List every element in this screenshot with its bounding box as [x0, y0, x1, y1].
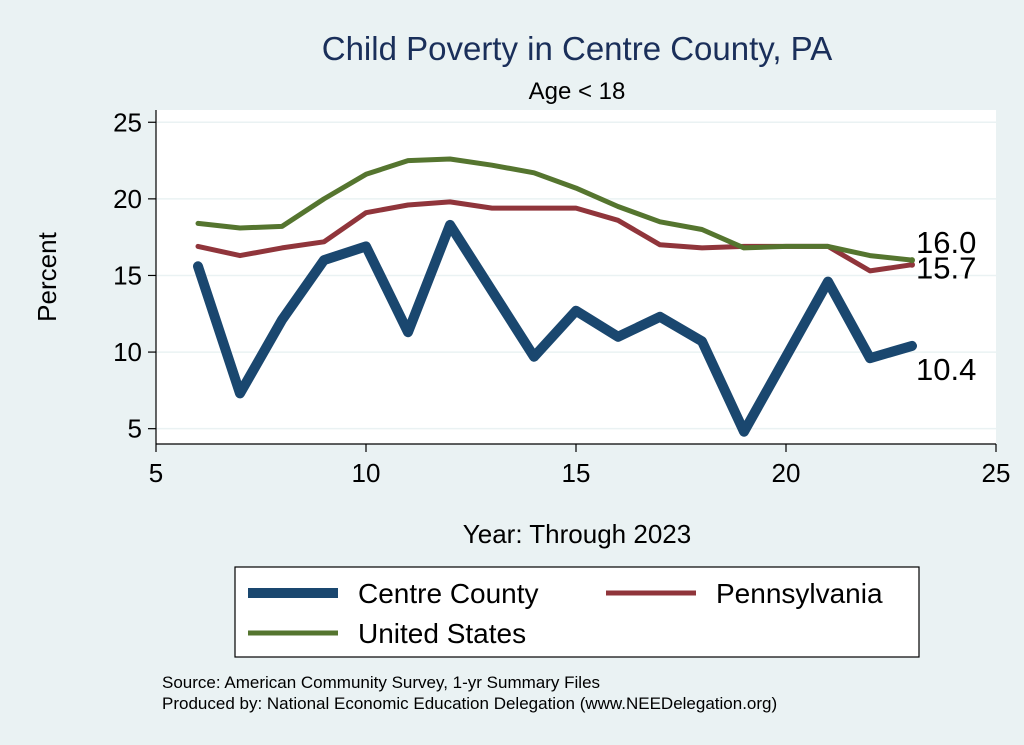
legend: Centre County Pennsylvania United States: [234, 566, 920, 658]
plot-area: [156, 110, 996, 444]
x-tick-label: 20: [772, 458, 801, 488]
legend-label: United States: [358, 618, 526, 649]
y-ticks: 5 10 15 20 25: [113, 107, 156, 444]
y-tick-label: 15: [113, 260, 142, 290]
x-tick-label: 10: [352, 458, 381, 488]
end-label-centre-county: 10.4: [916, 352, 976, 387]
series-lines: [193, 156, 917, 437]
series-line-centre-county: [193, 219, 917, 437]
legend-label: Centre County: [358, 578, 539, 609]
y-tick-label: 20: [113, 184, 142, 214]
legend-label: Pennsylvania: [716, 578, 883, 609]
x-ticks: 5 10 15 20 25: [149, 444, 1011, 488]
producer-line: Produced by: National Economic Education…: [162, 694, 777, 713]
x-tick-label: 5: [149, 458, 163, 488]
chart-title: Child Poverty in Centre County, PA: [322, 30, 833, 67]
series-end-point: [909, 257, 915, 264]
x-axis-label: Year: Through 2023: [463, 519, 691, 549]
source-line: Source: American Community Survey, 1-yr …: [162, 673, 600, 692]
chart-subtitle: Age < 18: [529, 78, 626, 105]
y-axis-label: Percent: [32, 231, 62, 321]
y-tick-label: 25: [113, 107, 142, 137]
series-end-point: [909, 261, 915, 268]
gridlines: [156, 121, 996, 430]
legend-box: [234, 566, 920, 658]
end-labels: 10.4 15.716.0: [916, 225, 976, 387]
x-tick-label: 15: [562, 458, 591, 488]
series-end-point: [909, 342, 915, 349]
y-tick-label: 10: [113, 337, 142, 367]
x-tick-label: 25: [982, 458, 1011, 488]
end-label-united-states: 16.0: [916, 225, 976, 260]
series-line-united-states: [195, 156, 915, 263]
y-tick-label: 5: [128, 414, 142, 444]
end-label-pennsylvania: 15.7: [916, 251, 976, 286]
